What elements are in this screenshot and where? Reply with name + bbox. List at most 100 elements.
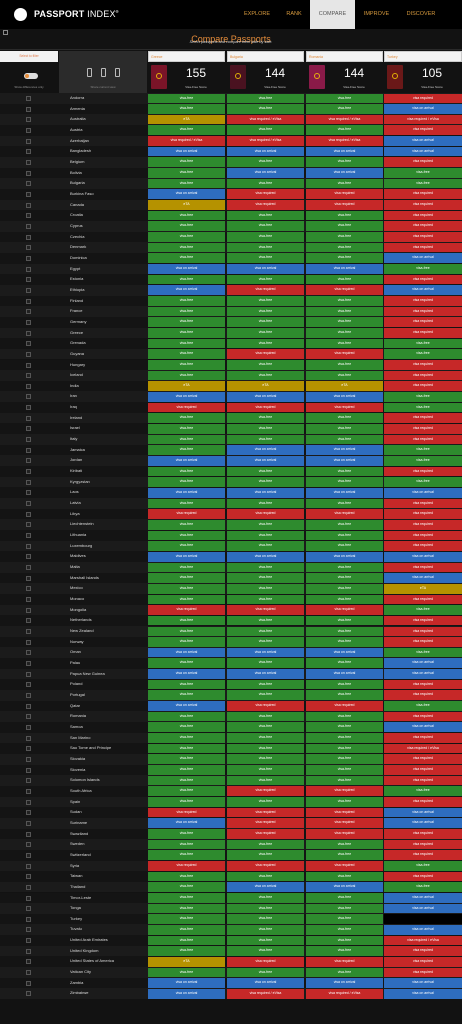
passport-select[interactable]: Romania bbox=[306, 51, 383, 62]
row-checkbox[interactable] bbox=[26, 341, 31, 347]
nav-rank[interactable]: RANK bbox=[286, 11, 302, 17]
row-checkbox[interactable] bbox=[26, 724, 31, 730]
row-checkbox[interactable] bbox=[26, 565, 31, 571]
row-checkbox[interactable] bbox=[26, 149, 31, 155]
row-checkbox[interactable] bbox=[26, 607, 31, 613]
row-checkbox[interactable] bbox=[26, 511, 31, 517]
row-checkbox[interactable] bbox=[26, 469, 31, 475]
row-checkbox[interactable] bbox=[26, 767, 31, 773]
row-checkbox[interactable] bbox=[26, 170, 31, 176]
nav-explore[interactable]: EXPLORE bbox=[244, 11, 270, 17]
row-checkbox[interactable] bbox=[26, 415, 31, 421]
row-checkbox[interactable] bbox=[26, 383, 31, 389]
row-checkbox[interactable] bbox=[26, 554, 31, 560]
row-checkbox[interactable] bbox=[26, 575, 31, 581]
row-checkbox[interactable] bbox=[26, 778, 31, 784]
row-checkbox[interactable] bbox=[26, 597, 31, 603]
row-checkbox[interactable] bbox=[26, 906, 31, 912]
row-checkbox[interactable] bbox=[26, 703, 31, 709]
row-checkbox[interactable] bbox=[26, 820, 31, 826]
row-checkbox[interactable] bbox=[26, 586, 31, 592]
row-checkbox[interactable] bbox=[26, 948, 31, 954]
row-checkbox[interactable] bbox=[26, 959, 31, 965]
row-checkbox[interactable] bbox=[26, 447, 31, 453]
logo[interactable]: PASSPORT INDEX® bbox=[34, 9, 119, 19]
row-checkbox[interactable] bbox=[26, 810, 31, 816]
row-checkbox[interactable] bbox=[26, 874, 31, 880]
row-checkbox[interactable] bbox=[26, 735, 31, 741]
row-checkbox[interactable] bbox=[26, 788, 31, 794]
row-checkbox[interactable] bbox=[26, 692, 31, 698]
row-checkbox[interactable] bbox=[26, 895, 31, 901]
row-checkbox[interactable] bbox=[26, 181, 31, 187]
row-checkbox[interactable] bbox=[26, 980, 31, 986]
row-checkbox[interactable] bbox=[26, 96, 31, 101]
filter-select[interactable]: Select to filter bbox=[0, 51, 58, 62]
row-checkbox[interactable] bbox=[26, 756, 31, 762]
row-checkbox[interactable] bbox=[26, 213, 31, 219]
row-checkbox[interactable] bbox=[26, 639, 31, 645]
passport-select[interactable]: Turkey bbox=[384, 51, 462, 62]
row-checkbox[interactable] bbox=[26, 117, 31, 123]
row-checkbox[interactable] bbox=[26, 202, 31, 208]
row-checkbox[interactable] bbox=[26, 330, 31, 336]
passport-select[interactable]: Greece bbox=[148, 51, 225, 62]
share-icon[interactable] bbox=[101, 68, 106, 77]
globe-icon[interactable] bbox=[14, 8, 27, 21]
copy-icon[interactable] bbox=[115, 68, 120, 77]
row-checkbox[interactable] bbox=[26, 682, 31, 688]
diff-toggle[interactable] bbox=[24, 73, 38, 79]
row-checkbox[interactable] bbox=[26, 916, 31, 922]
row-checkbox[interactable] bbox=[26, 533, 31, 539]
row-checkbox[interactable] bbox=[26, 543, 31, 549]
row-checkbox[interactable] bbox=[26, 938, 31, 944]
nav-discover[interactable]: DISCOVER bbox=[406, 11, 436, 17]
row-checkbox[interactable] bbox=[26, 479, 31, 485]
row-checkbox[interactable] bbox=[26, 970, 31, 976]
row-checkbox[interactable] bbox=[26, 319, 31, 325]
row-checkbox[interactable] bbox=[26, 287, 31, 293]
row-checkbox[interactable] bbox=[26, 437, 31, 443]
nav-improve[interactable]: IMPROVE bbox=[363, 11, 390, 17]
row-checkbox[interactable] bbox=[26, 501, 31, 507]
row-checkbox[interactable] bbox=[26, 831, 31, 837]
row-checkbox[interactable] bbox=[26, 842, 31, 848]
row-checkbox[interactable] bbox=[26, 660, 31, 666]
row-checkbox[interactable] bbox=[26, 490, 31, 496]
row-checkbox[interactable] bbox=[26, 714, 31, 720]
row-checkbox[interactable] bbox=[26, 106, 31, 112]
row-checkbox[interactable] bbox=[26, 159, 31, 165]
row-checkbox[interactable] bbox=[26, 309, 31, 315]
row-checkbox[interactable] bbox=[26, 458, 31, 464]
phone-icon[interactable] bbox=[87, 68, 92, 77]
row-checkbox[interactable] bbox=[26, 223, 31, 229]
row-checkbox[interactable] bbox=[26, 373, 31, 379]
row-checkbox[interactable] bbox=[26, 138, 31, 144]
row-checkbox[interactable] bbox=[26, 863, 31, 869]
row-checkbox[interactable] bbox=[26, 884, 31, 890]
row-checkbox[interactable] bbox=[26, 362, 31, 368]
row-checkbox[interactable] bbox=[26, 618, 31, 624]
passport-select[interactable]: Bulgaria bbox=[227, 51, 304, 62]
row-checkbox[interactable] bbox=[26, 127, 31, 133]
row-checkbox[interactable] bbox=[26, 991, 31, 997]
row-checkbox[interactable] bbox=[26, 277, 31, 283]
row-checkbox[interactable] bbox=[26, 629, 31, 634]
row-checkbox[interactable] bbox=[26, 799, 31, 805]
row-checkbox[interactable] bbox=[26, 298, 31, 304]
row-checkbox[interactable] bbox=[26, 522, 31, 528]
row-checkbox[interactable] bbox=[26, 426, 31, 432]
row-checkbox[interactable] bbox=[26, 191, 31, 197]
row-checkbox[interactable] bbox=[26, 255, 31, 261]
row-checkbox[interactable] bbox=[26, 405, 31, 411]
row-checkbox[interactable] bbox=[26, 245, 31, 251]
row-checkbox[interactable] bbox=[26, 650, 31, 656]
settings-icon[interactable] bbox=[3, 30, 8, 35]
row-checkbox[interactable] bbox=[26, 852, 31, 858]
nav-compare[interactable]: COMPARE bbox=[310, 0, 355, 29]
row-checkbox[interactable] bbox=[26, 927, 31, 933]
row-checkbox[interactable] bbox=[26, 266, 31, 272]
row-checkbox[interactable] bbox=[26, 671, 31, 677]
row-checkbox[interactable] bbox=[26, 234, 31, 240]
row-checkbox[interactable] bbox=[26, 394, 31, 400]
